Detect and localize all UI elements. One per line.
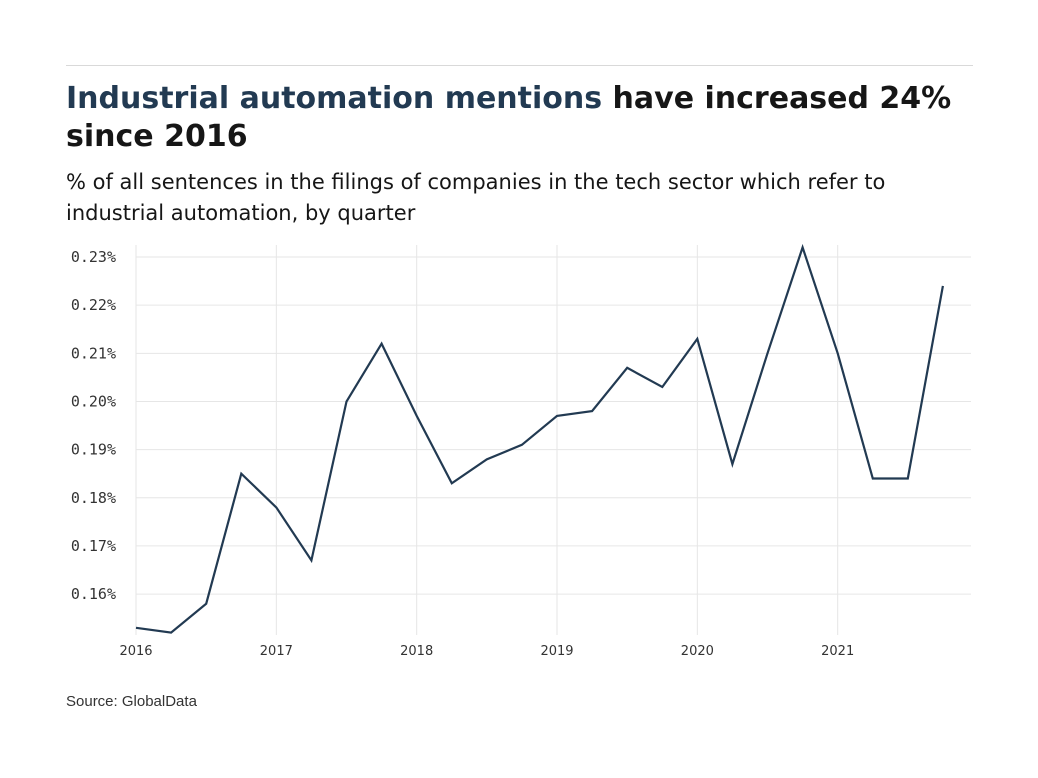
source-note: Source: GlobalData	[66, 693, 197, 710]
vertical-gridlines	[135, 245, 839, 635]
chart-title: Industrial automation mentions have incr…	[66, 80, 966, 156]
x-tick-label: 2018	[400, 644, 433, 659]
y-axis-labels: 0.16% 0.17% 0.18% 0.19% 0.20% 0.21% 0.22% 0.23%	[71, 248, 116, 603]
x-axis-labels: 2016 2017 2018 2019 2020 2021	[119, 644, 854, 659]
horizontal-gridlines	[136, 256, 971, 595]
x-tick-label: 2019	[540, 644, 573, 659]
x-tick-label: 2017	[260, 644, 293, 659]
y-tick-label: 0.19%	[71, 441, 116, 459]
y-tick-label: 0.21%	[71, 344, 116, 362]
y-tick-label: 0.16%	[71, 585, 116, 603]
x-tick-label: 2020	[681, 644, 714, 659]
title-rest: have increased 24% since 2016	[66, 81, 952, 154]
chart-subtitle: % of all sentences in the filings of com…	[66, 170, 886, 225]
line-chart: 0.16% 0.17% 0.18% 0.19% 0.20% 0.21% 0.22% 0.23%…	[71, 243, 971, 659]
y-tick-label: 0.22%	[71, 296, 116, 314]
x-tick-label: 2021	[821, 644, 854, 659]
y-tick-label: 0.17%	[71, 537, 116, 555]
title-highlight: Industrial automation mentions	[66, 81, 603, 116]
series-layer	[135, 243, 944, 634]
y-tick-label: 0.20%	[71, 392, 116, 410]
y-tick-label: 0.23%	[71, 248, 116, 266]
series-line	[135, 243, 944, 634]
x-tick-label: 2016	[119, 644, 152, 659]
y-tick-label: 0.18%	[71, 489, 116, 507]
top-divider	[66, 65, 973, 66]
